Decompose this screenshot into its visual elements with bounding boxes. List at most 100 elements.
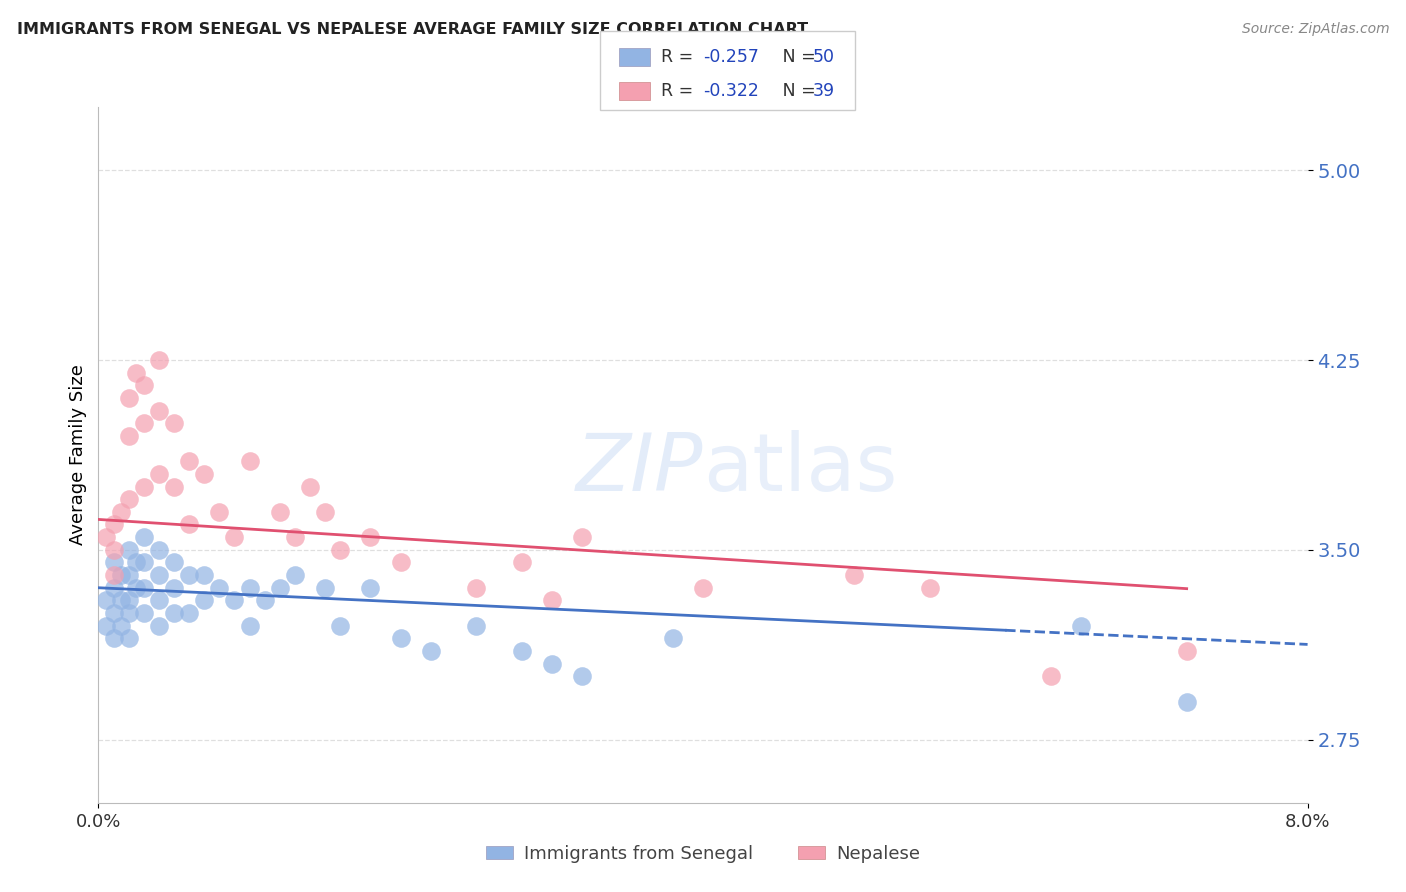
Point — [179, 517, 201, 532]
Point — [163, 479, 186, 493]
Text: ZIP: ZIP — [575, 430, 703, 508]
Point — [918, 581, 941, 595]
Legend: Immigrants from Senegal, Nepalese: Immigrants from Senegal, Nepalese — [478, 838, 928, 871]
Point — [510, 556, 533, 570]
Text: -0.322: -0.322 — [703, 82, 759, 100]
Point — [132, 479, 155, 493]
Point — [132, 581, 155, 595]
Point — [510, 644, 533, 658]
Point — [239, 454, 262, 468]
Point — [253, 593, 276, 607]
Text: R =: R = — [661, 48, 699, 66]
Point — [118, 568, 141, 582]
Point — [132, 556, 155, 570]
Point — [103, 556, 125, 570]
Point — [360, 530, 382, 544]
Y-axis label: Average Family Size: Average Family Size — [69, 365, 87, 545]
Point — [224, 593, 246, 607]
Point — [389, 556, 412, 570]
Point — [148, 593, 170, 607]
Point — [110, 593, 132, 607]
Text: N =: N = — [766, 82, 821, 100]
Point — [269, 505, 291, 519]
Point — [148, 403, 170, 417]
Text: Source: ZipAtlas.com: Source: ZipAtlas.com — [1241, 22, 1389, 37]
Point — [314, 581, 336, 595]
Point — [110, 568, 132, 582]
Point — [103, 517, 125, 532]
Point — [193, 568, 215, 582]
Point — [844, 568, 866, 582]
Point — [465, 618, 488, 632]
Point — [118, 492, 141, 507]
Point — [163, 417, 186, 431]
Point — [148, 542, 170, 557]
Text: -0.257: -0.257 — [703, 48, 759, 66]
Point — [148, 467, 170, 481]
Point — [540, 593, 562, 607]
Point — [360, 581, 382, 595]
Point — [125, 366, 148, 380]
Point — [193, 467, 215, 481]
Point — [692, 581, 714, 595]
Point — [103, 606, 125, 620]
Point — [389, 632, 412, 646]
Point — [94, 593, 117, 607]
Point — [208, 581, 231, 595]
Point — [110, 618, 132, 632]
Point — [148, 353, 170, 368]
Point — [132, 417, 155, 431]
Point — [1175, 644, 1198, 658]
Point — [208, 505, 231, 519]
Point — [132, 606, 155, 620]
Point — [163, 556, 186, 570]
Point — [1039, 669, 1062, 683]
Text: R =: R = — [661, 82, 699, 100]
Point — [148, 618, 170, 632]
Point — [125, 581, 148, 595]
Point — [163, 581, 186, 595]
Point — [420, 644, 443, 658]
Text: 50: 50 — [813, 48, 835, 66]
Point — [540, 657, 562, 671]
Point — [118, 429, 141, 443]
Point — [465, 581, 488, 595]
Point — [103, 581, 125, 595]
Point — [125, 556, 148, 570]
Text: 39: 39 — [813, 82, 835, 100]
Point — [103, 542, 125, 557]
Point — [94, 618, 117, 632]
Point — [118, 606, 141, 620]
Point — [1070, 618, 1092, 632]
Point — [118, 632, 141, 646]
Point — [239, 618, 262, 632]
Point — [1175, 695, 1198, 709]
Point — [148, 568, 170, 582]
Point — [103, 568, 125, 582]
Point — [299, 479, 322, 493]
Point — [179, 454, 201, 468]
Point — [329, 542, 352, 557]
Point — [284, 530, 307, 544]
Point — [329, 618, 352, 632]
Point — [179, 568, 201, 582]
Point — [118, 542, 141, 557]
Point — [571, 669, 593, 683]
Point — [163, 606, 186, 620]
Point — [269, 581, 291, 595]
Text: N =: N = — [766, 48, 821, 66]
Point — [118, 593, 141, 607]
Point — [179, 606, 201, 620]
Point — [314, 505, 336, 519]
Point — [571, 530, 593, 544]
Point — [132, 378, 155, 392]
Point — [132, 530, 155, 544]
Point — [239, 581, 262, 595]
Point — [110, 505, 132, 519]
Text: IMMIGRANTS FROM SENEGAL VS NEPALESE AVERAGE FAMILY SIZE CORRELATION CHART: IMMIGRANTS FROM SENEGAL VS NEPALESE AVER… — [17, 22, 808, 37]
Point — [103, 632, 125, 646]
Point — [224, 530, 246, 544]
Point — [94, 530, 117, 544]
Point — [118, 391, 141, 405]
Point — [284, 568, 307, 582]
